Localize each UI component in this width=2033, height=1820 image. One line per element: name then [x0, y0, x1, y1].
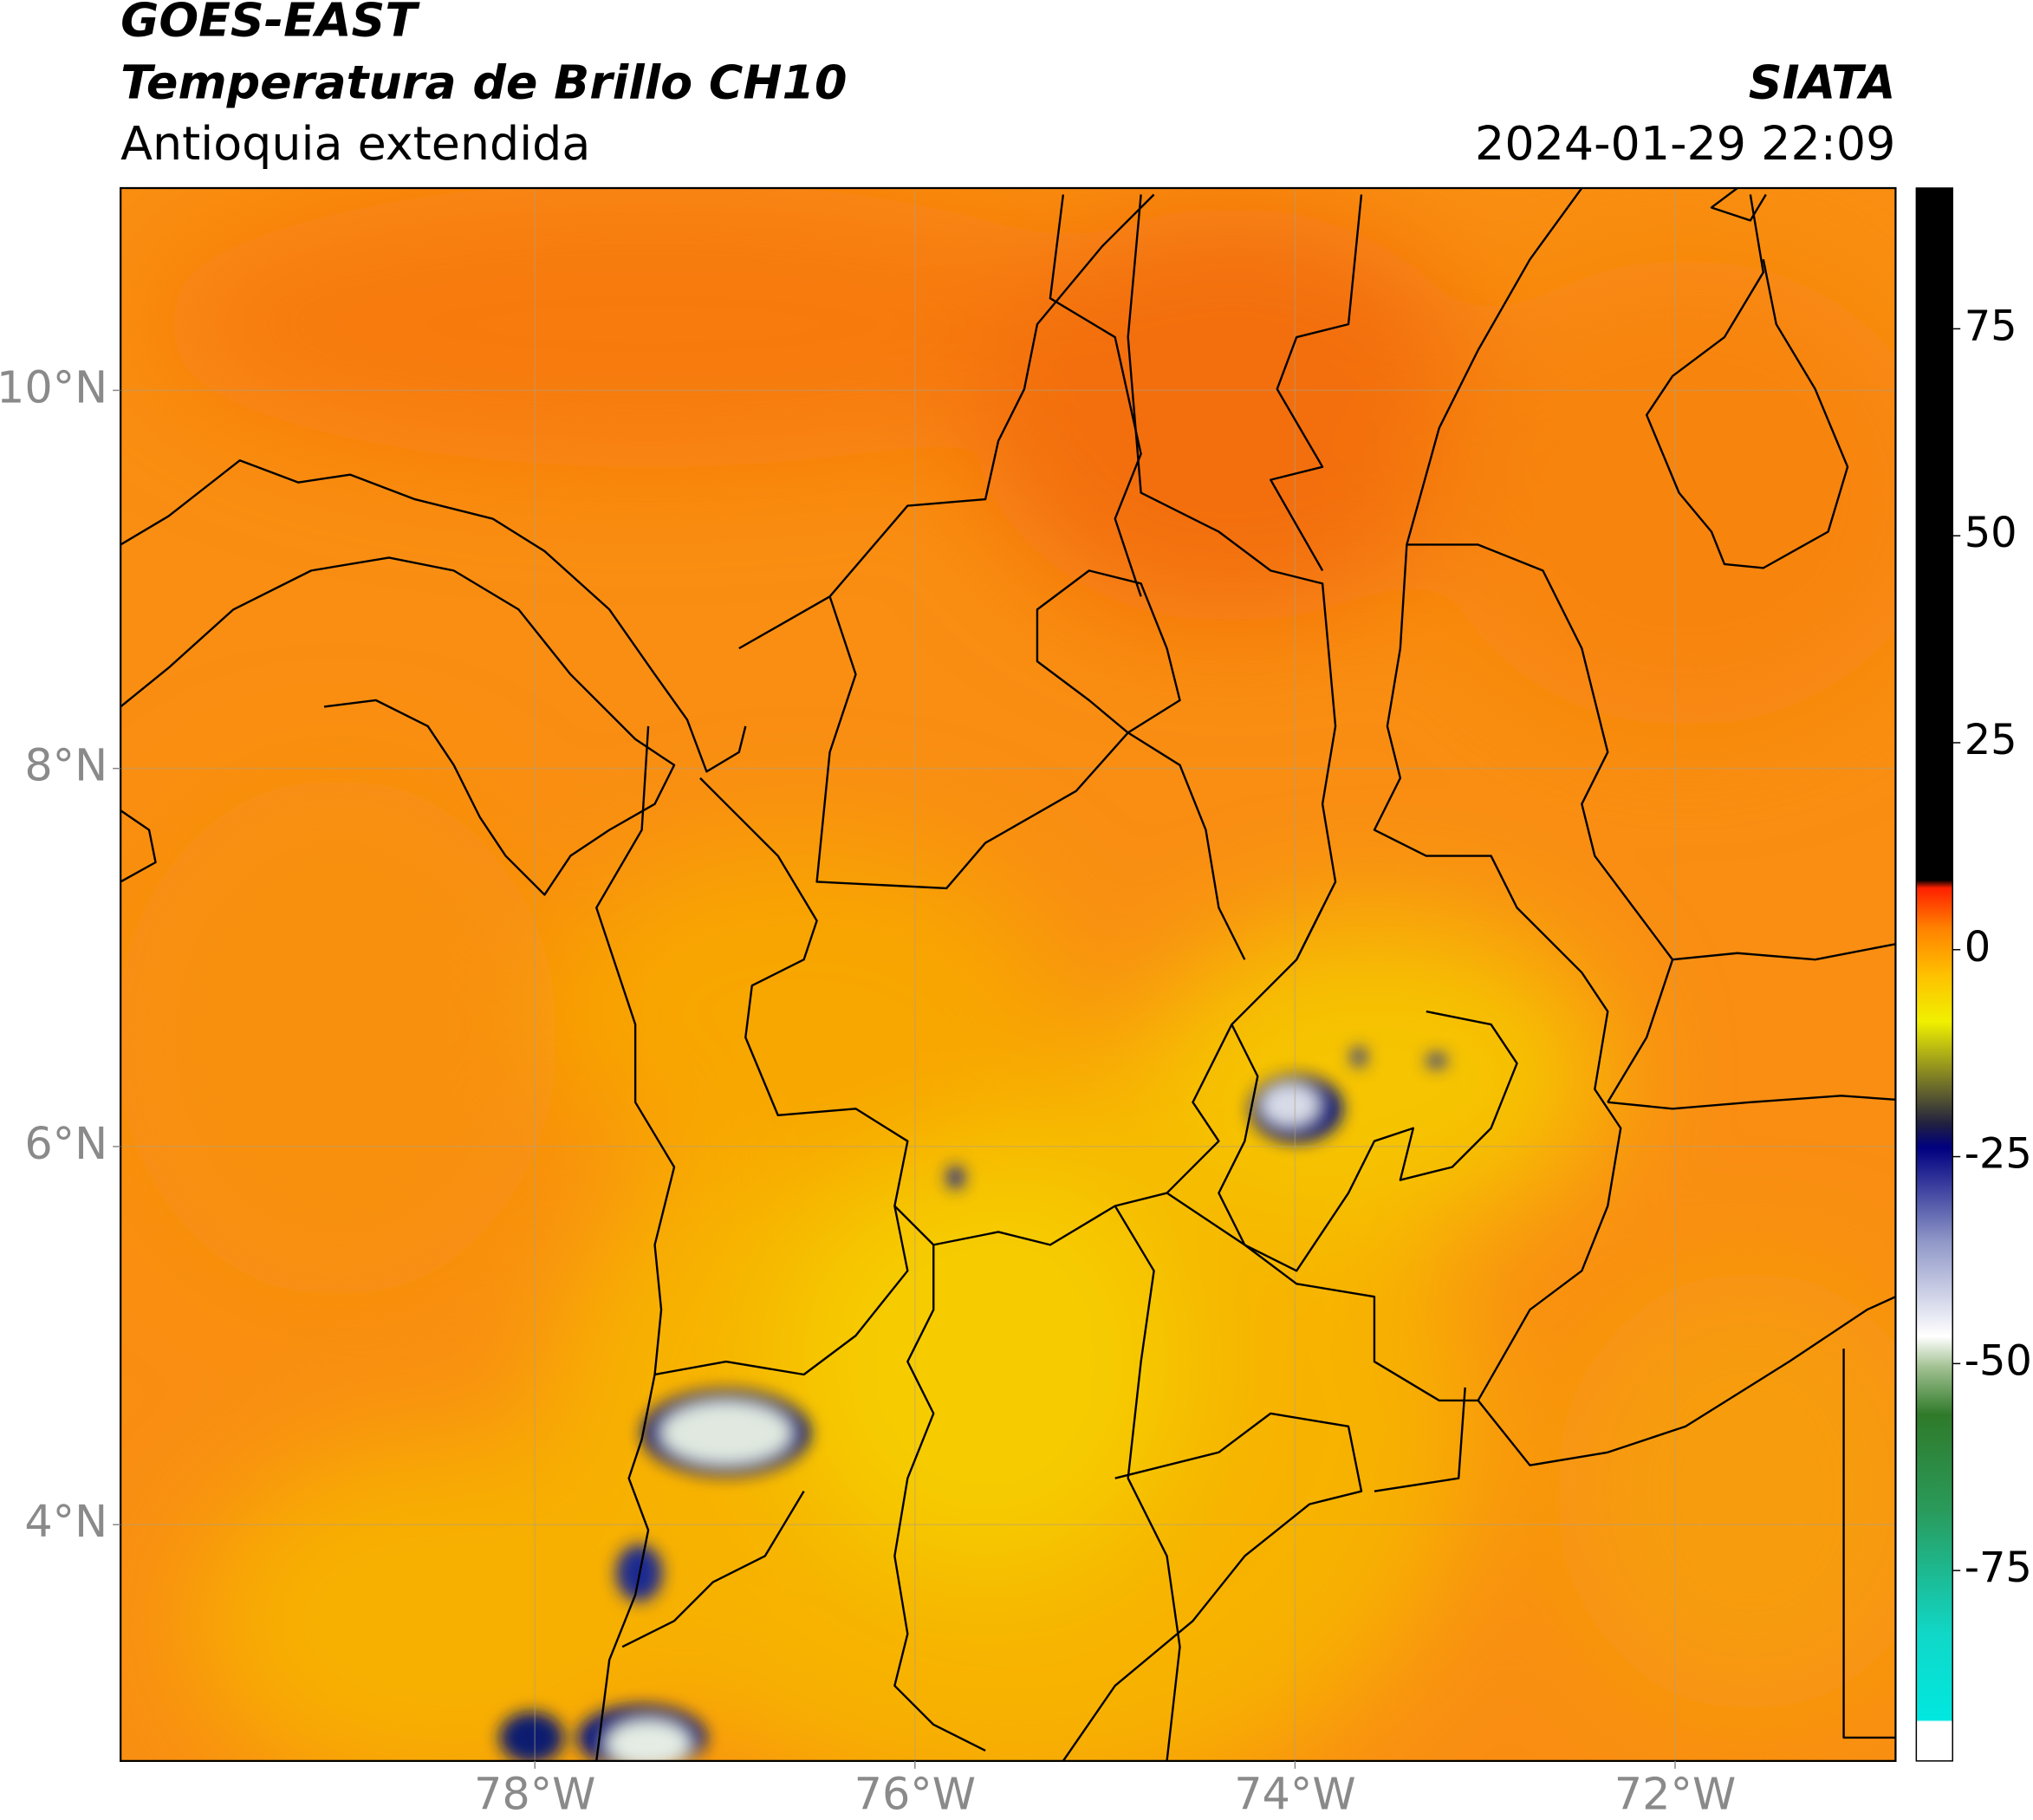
ticks: 78°W 76°W 74°W 72°W 4°N 6°N 8°N 10°N 75 50 25 0 -25 -… [0, 302, 2032, 1819]
datetime: 2024-01-29 22:09 [1475, 116, 1895, 171]
map-frame [120, 186, 1897, 1762]
x-tick-label: 78°W [474, 1769, 595, 1820]
y-tick-label: 4°N [24, 1496, 107, 1547]
y-tick-label: 6°N [24, 1118, 107, 1169]
colorbar-tick-label: 0 [1965, 924, 1991, 972]
colorbar-tick-label: -25 [1965, 1131, 2032, 1179]
colorbar-tick-label: -50 [1965, 1337, 2032, 1385]
x-tick-label: 74°W [1234, 1769, 1355, 1820]
borders [120, 188, 1896, 1761]
colorbar-tick-label: 50 [1965, 510, 2017, 557]
colorbar-tick-label: 75 [1965, 302, 2017, 350]
x-tick-label: 72°W [1614, 1769, 1736, 1820]
y-tick-label: 10°N [0, 361, 107, 413]
subtitle: Temperatura de Brillo CH10 [120, 55, 847, 109]
title: GOES-EAST [120, 0, 420, 48]
colorbar-tick-label: -75 [1965, 1544, 2032, 1592]
map [120, 188, 1896, 1761]
colorbar-tick-label: 25 [1965, 717, 2017, 764]
colorbar [1915, 187, 1953, 1762]
y-tick-label: 8°N [24, 740, 107, 791]
region: Antioquia extendida [120, 116, 590, 171]
source: SIATA [1749, 55, 1896, 109]
x-tick-label: 76°W [854, 1769, 976, 1820]
